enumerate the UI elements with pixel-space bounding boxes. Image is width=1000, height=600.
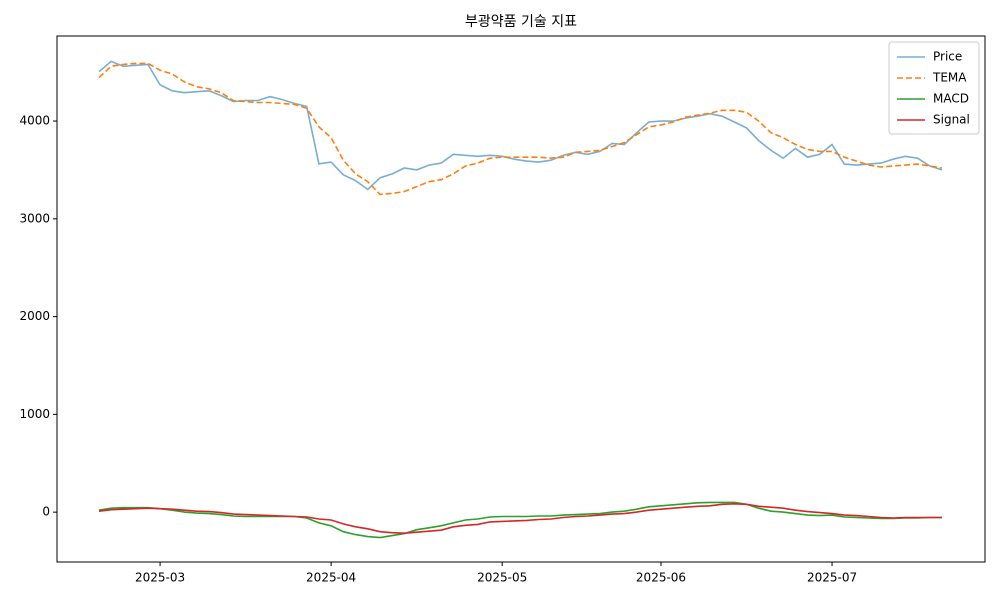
y-tick-label: 2000 bbox=[19, 309, 50, 323]
chart-title: 부광약품 기술 지표 bbox=[465, 14, 577, 30]
y-tick-label: 3000 bbox=[19, 211, 50, 225]
y-tick-label: 1000 bbox=[19, 407, 50, 421]
legend-label: MACD bbox=[933, 92, 969, 106]
y-tick-label: 4000 bbox=[19, 114, 50, 128]
series-line bbox=[98, 62, 943, 196]
x-tick-label: 2025-06 bbox=[636, 571, 686, 585]
x-tick-label: 2025-03 bbox=[135, 571, 185, 585]
series-line bbox=[98, 502, 942, 535]
legend-label: Signal bbox=[933, 113, 970, 127]
legend: Price TEMA MACD Signal bbox=[888, 41, 980, 135]
plot-frame bbox=[56, 35, 986, 563]
legend-label: Price bbox=[933, 50, 962, 64]
x-tick-label: 2025-05 bbox=[477, 571, 527, 585]
legend-label: TEMA bbox=[932, 71, 967, 85]
x-tick-label: 2025-04 bbox=[306, 571, 356, 585]
y-tick-label: 0 bbox=[42, 505, 50, 519]
x-tick-label: 2025-07 bbox=[807, 571, 857, 585]
series-line bbox=[98, 501, 942, 539]
legend-box bbox=[888, 41, 980, 135]
